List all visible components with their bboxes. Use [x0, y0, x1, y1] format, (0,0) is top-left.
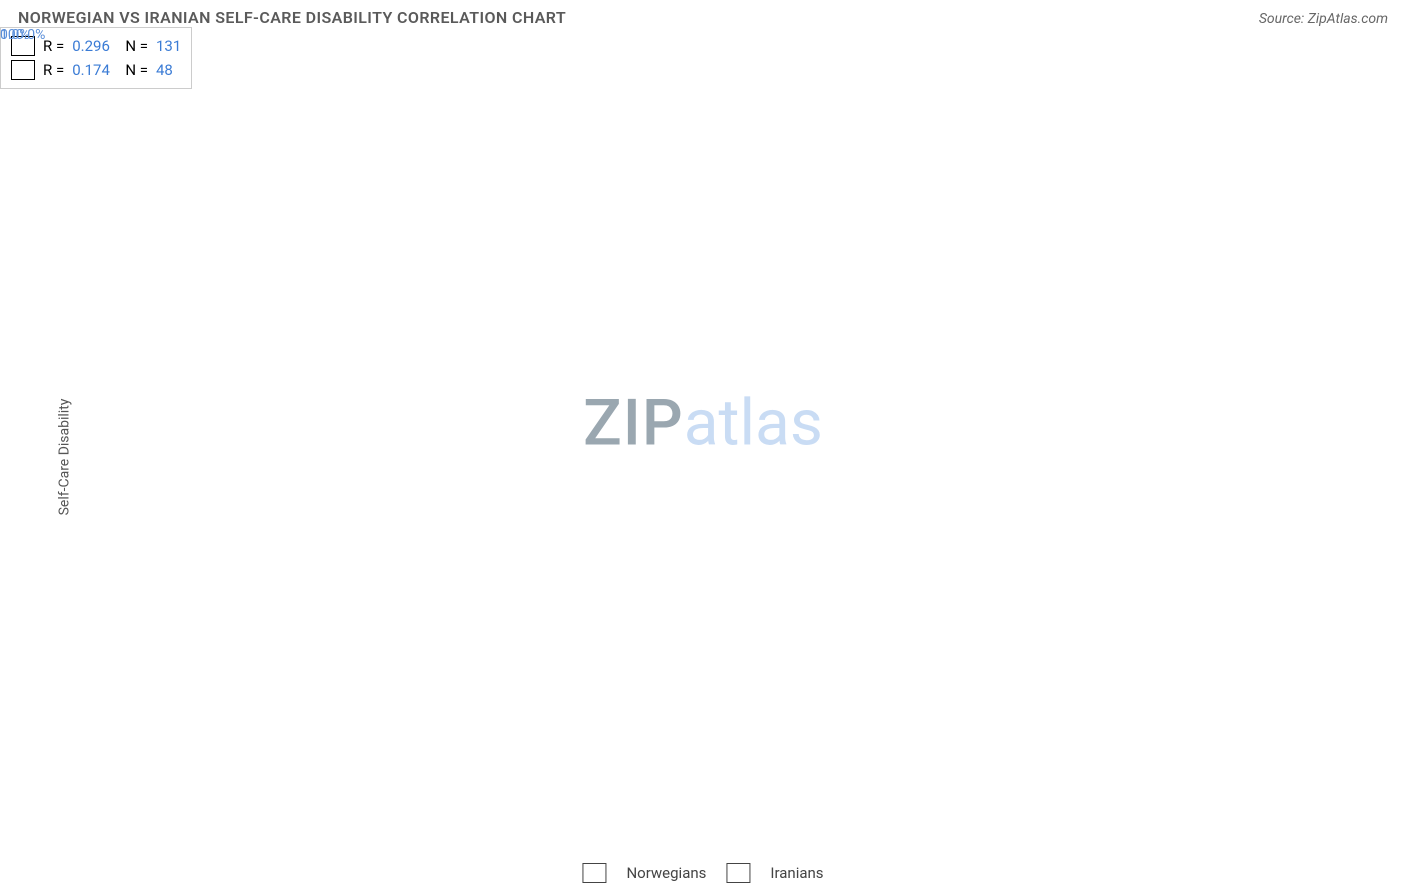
stats-row-iranians: R = 0.174 N = 48	[11, 58, 181, 82]
legend-label-iranians: Iranians	[770, 864, 823, 882]
x-axis-label-right: 100.0%	[0, 27, 45, 43]
source-name: ZipAtlas.com	[1308, 11, 1388, 27]
legend-swatch-iranians	[726, 863, 750, 883]
legend-swatch-norwegians	[582, 863, 606, 883]
stat-n-norwegians: 131	[156, 34, 181, 58]
legend-label-norwegians: Norwegians	[626, 864, 706, 882]
series-legend: Norwegians Iranians	[582, 863, 823, 883]
swatch-iranians	[11, 60, 35, 80]
chart-header: NORWEGIAN VS IRANIAN SELF-CARE DISABILIT…	[0, 0, 1406, 27]
chart-source: Source: ZipAtlas.com	[1259, 11, 1388, 27]
stat-label-r: R =	[43, 34, 64, 58]
stat-label-n: N =	[118, 58, 148, 82]
chart-title: NORWEGIAN VS IRANIAN SELF-CARE DISABILIT…	[18, 8, 566, 27]
scatter-plot	[60, 47, 1310, 837]
stat-n-iranians: 48	[156, 58, 173, 82]
stat-label-n: N =	[118, 34, 148, 58]
stat-label-r: R =	[43, 58, 64, 82]
chart-area: Self-Care Disability ZIPatlas R = 0.296 …	[0, 27, 1406, 887]
source-prefix: Source:	[1259, 11, 1308, 27]
stat-r-iranians: 0.174	[72, 58, 110, 82]
stat-r-norwegians: 0.296	[72, 34, 110, 58]
